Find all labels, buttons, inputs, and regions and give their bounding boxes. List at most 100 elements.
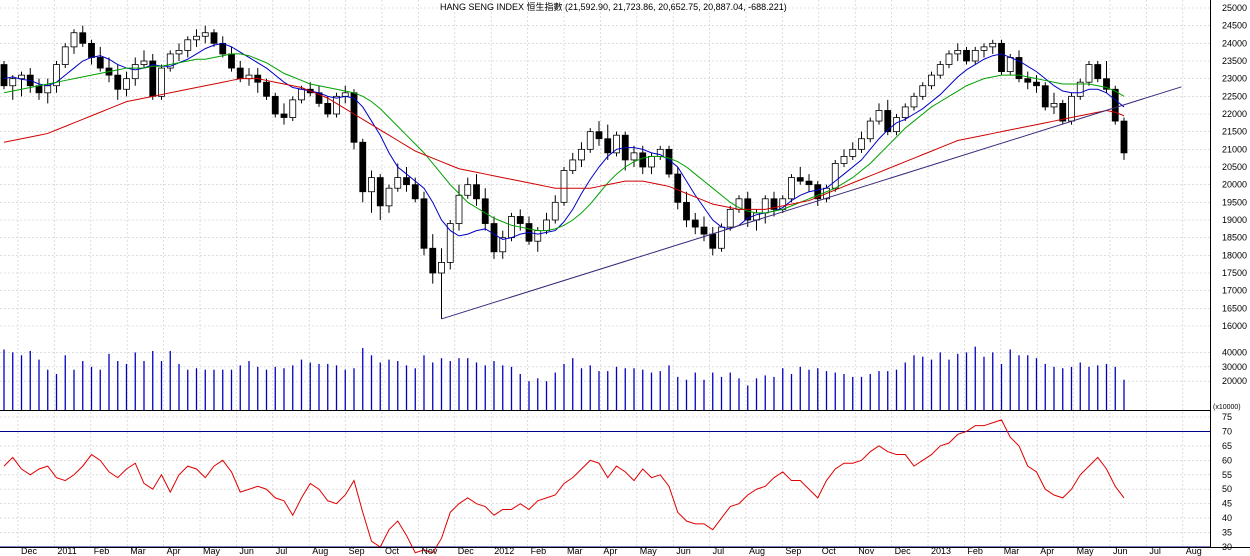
volume-tick-label: 30000 [1222,362,1247,372]
candle-body [788,177,795,200]
month-label: Sep [785,546,801,556]
candle-body [44,85,52,94]
month-label: Oct [822,546,837,556]
month-label: Feb [967,546,983,556]
candle-body [61,46,69,65]
candle-body [989,42,997,48]
candle-body [140,60,148,65]
candle-body [613,134,620,154]
candle-body [998,42,1005,72]
price-tick-label: 21500 [1222,127,1247,137]
price-tick-label: 24000 [1222,38,1247,48]
price-tick-label: 24500 [1222,21,1247,31]
candle-body [595,131,603,140]
candle-body [691,219,699,228]
candle-body [473,184,480,200]
candle-body [438,261,445,274]
month-label: Mar [130,546,146,556]
candle-body [551,201,559,221]
candle-body [1015,57,1023,80]
month-label: Aug [749,546,765,556]
month-label: Aug [312,546,328,556]
candle-body [674,173,682,203]
candle-body [543,219,550,232]
candle-body [88,42,95,58]
candle-body [114,74,122,90]
candle-body [578,148,585,161]
candle-body [1085,64,1093,83]
candle-body [901,106,909,118]
candle-body [420,198,428,249]
candle-body [96,57,104,69]
candle-body [936,64,944,76]
candle-body [639,152,647,168]
candle-body [945,53,953,65]
month-label: Jun [239,546,254,556]
price-tick-label: 18500 [1222,233,1247,243]
candle-body [980,46,988,51]
chart-title: HANG SENG INDEX 恒生指數 (21,592.90, 21,723.… [440,1,787,12]
rsi-tick-label: 35 [1222,528,1232,538]
month-label: Dec [895,546,912,556]
ma-long-line [3,78,1125,210]
candle-body [560,170,568,203]
ma-mid-line [3,53,1125,232]
candle-body [630,152,638,161]
rsi-tick-label: 75 [1222,412,1232,422]
candle-body [919,85,927,97]
candle-body [376,177,384,207]
candle-body [219,42,227,55]
rsi-line [3,419,1125,554]
candle-body [446,223,454,263]
candle-body [53,64,60,87]
candle-body [683,201,690,221]
candle-body [1103,78,1110,90]
month-label: Mar [567,546,583,556]
month-label: Jun [676,546,691,556]
volume-unit-label: (x10000) [1213,404,1241,411]
candle-body [875,110,883,122]
candle-body [770,198,778,210]
rsi-tick-label: 70 [1222,426,1232,436]
price-tick-label: 19500 [1222,197,1247,207]
price-tick-label: 17500 [1222,268,1247,278]
month-label: Oct [385,546,400,556]
month-label: Jul [713,546,725,556]
candle-body [158,67,165,97]
support-trendline [441,86,1182,320]
candle-body [228,53,235,69]
month-label: Aug [1186,546,1202,556]
candle-body [508,216,515,239]
candle-body [499,237,507,253]
candle-body [1094,64,1102,80]
candle-body [166,53,174,69]
rsi-tick-label: 60 [1222,455,1232,465]
candle-body [289,99,297,118]
candle-body [840,155,848,164]
candle-body [1006,57,1014,73]
candle-body [455,194,463,224]
candle-body [709,233,717,249]
candle-body [429,247,437,274]
candle-body [910,95,918,108]
price-tick-label: 22500 [1222,91,1247,101]
volume-panel [3,346,1125,410]
candle-body [210,32,218,44]
candle-body [411,184,419,200]
month-label: Jul [1149,546,1161,556]
candle-body [193,35,200,41]
price-tick-label: 20500 [1222,162,1247,172]
month-label: Feb [531,546,547,556]
month-label: May [203,546,221,556]
ma-short-line [3,42,1125,240]
month-label: Jul [276,546,288,556]
candle-body [963,50,970,62]
price-tick-label: 21000 [1222,144,1247,154]
volume-tick-label: 40000 [1222,347,1247,357]
candle-body [394,177,402,189]
price-tick-label: 17000 [1222,286,1247,296]
candle-body [726,208,734,228]
candle-body [0,64,8,87]
month-label: 2013 [931,546,951,556]
candle-body [280,113,288,118]
